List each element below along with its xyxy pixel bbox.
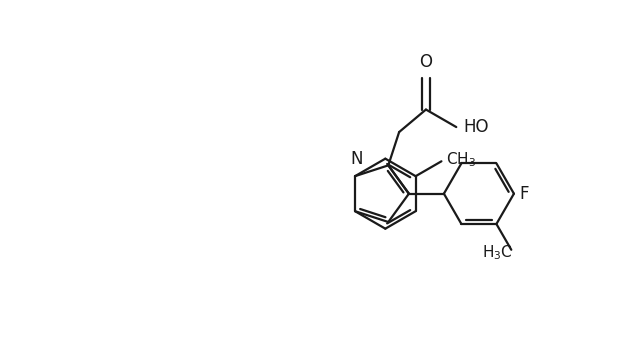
Text: HO: HO xyxy=(463,118,488,136)
Text: N: N xyxy=(351,150,363,168)
Text: CH$_3$: CH$_3$ xyxy=(445,150,476,169)
Text: F: F xyxy=(519,185,529,203)
Text: O: O xyxy=(419,53,433,72)
Text: H$_3$C: H$_3$C xyxy=(483,243,513,262)
